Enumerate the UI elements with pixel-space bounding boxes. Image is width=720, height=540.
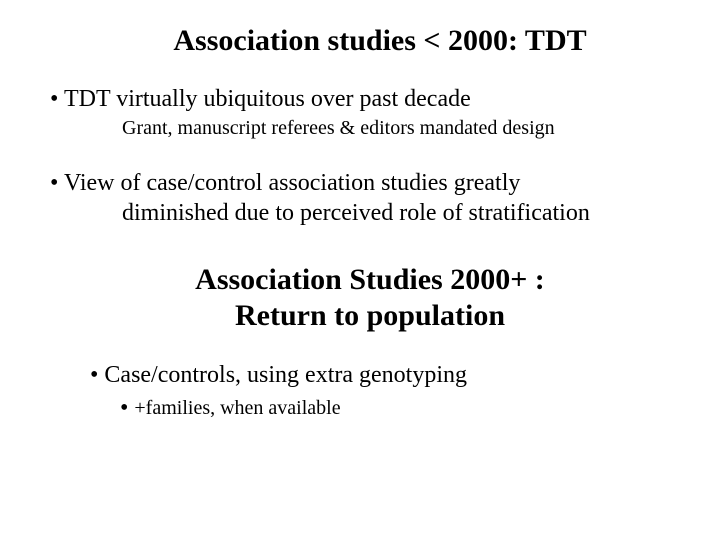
bullet-case-control-line1: • View of case/control association studi…	[50, 168, 670, 198]
spacer	[50, 140, 670, 168]
bullet-dot-icon: •	[120, 395, 128, 421]
bullet-tdt-sub: Grant, manuscript referees & editors man…	[122, 117, 670, 140]
bullet-tdt-ubiquitous: • TDT virtually ubiquitous over past dec…	[50, 86, 670, 113]
title-2000plus-line1: Association Studies 2000+ :	[195, 263, 545, 296]
bullet-families-text: +families, when available	[134, 397, 340, 419]
bullet-case-controls-extra: • Case/controls, using extra genotyping	[90, 362, 670, 389]
title-2000plus-line2: Return to population	[235, 299, 505, 332]
bullet-families: • +families, when available	[120, 395, 670, 422]
slide: Association studies < 2000: TDT • TDT vi…	[0, 0, 720, 540]
title-pre2000: Association studies < 2000: TDT	[50, 24, 670, 58]
bullet-case-control-line2: diminished due to perceived role of stra…	[122, 198, 670, 228]
title-2000plus: Association Studies 2000+ : Return to po…	[50, 262, 670, 334]
